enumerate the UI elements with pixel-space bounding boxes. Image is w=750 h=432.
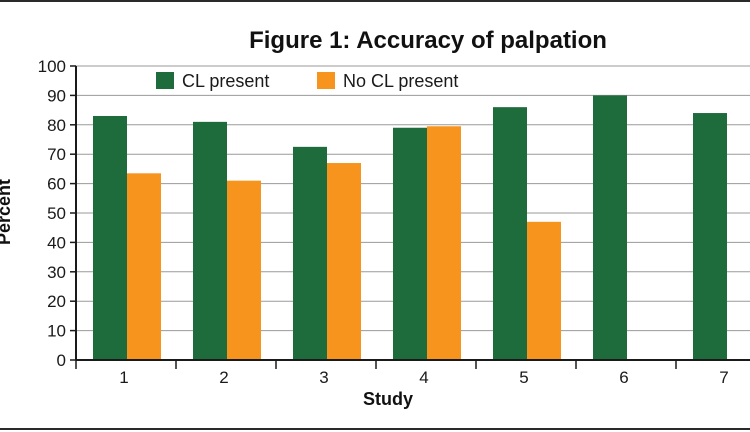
bar-no-cl-present-study-4: [427, 126, 461, 361]
y-tick-label: 70: [47, 145, 66, 164]
legend-swatch-no-cl-present: [317, 72, 335, 89]
bar-cl-present-study-5: [493, 107, 527, 360]
legend-label-no-cl-present: No CL present: [343, 71, 458, 91]
y-tick-label: 50: [47, 204, 66, 223]
y-tick-label: 20: [47, 292, 66, 311]
bar-no-cl-present-study-1: [127, 173, 161, 360]
bar-no-cl-present-study-3: [327, 163, 361, 360]
y-tick-label: 10: [47, 322, 66, 341]
x-tick-label: 4: [419, 368, 428, 387]
y-tick-label: 90: [47, 86, 66, 105]
y-tick-label: 60: [47, 175, 66, 194]
y-tick-label: 0: [57, 351, 66, 370]
bar-cl-present-study-2: [193, 121, 227, 360]
y-tick-labels: 0 10 20 30 40 50 60 70 80 90 100: [38, 57, 66, 370]
x-tick-label: 7: [719, 368, 728, 387]
x-axis-title: Study: [363, 389, 413, 409]
y-tick-label: 100: [38, 57, 66, 76]
y-tick-label: 80: [47, 116, 66, 135]
legend: CL present No CL present: [156, 71, 458, 91]
y-tick-label: 40: [47, 233, 66, 252]
x-tick-label: 5: [519, 368, 528, 387]
chart-title: Figure 1: Accuracy of palpation: [249, 27, 607, 54]
bar-cl-present-study-3: [293, 146, 327, 360]
x-tick-label: 6: [619, 368, 628, 387]
bar-no-cl-present-study-2: [227, 180, 261, 360]
bars: [93, 95, 727, 361]
bar-no-cl-present-study-5: [527, 221, 561, 360]
bar-cl-present-study-1: [93, 115, 127, 360]
x-tick-labels: 1 2 3 4 5 6 7: [119, 368, 728, 387]
y-tick-label: 30: [47, 263, 66, 282]
x-tick-label: 1: [119, 368, 128, 387]
bar-cl-present-study-7: [693, 113, 727, 360]
x-tick-label: 3: [319, 368, 328, 387]
legend-label-cl-present: CL present: [182, 71, 269, 91]
bar-cl-present-study-4: [393, 127, 427, 361]
axes: [70, 65, 750, 369]
y-axis-title: Percent: [0, 179, 14, 245]
x-tick-label: 2: [219, 368, 228, 387]
legend-swatch-cl-present: [156, 72, 174, 89]
bar-cl-present-study-6: [593, 95, 627, 361]
